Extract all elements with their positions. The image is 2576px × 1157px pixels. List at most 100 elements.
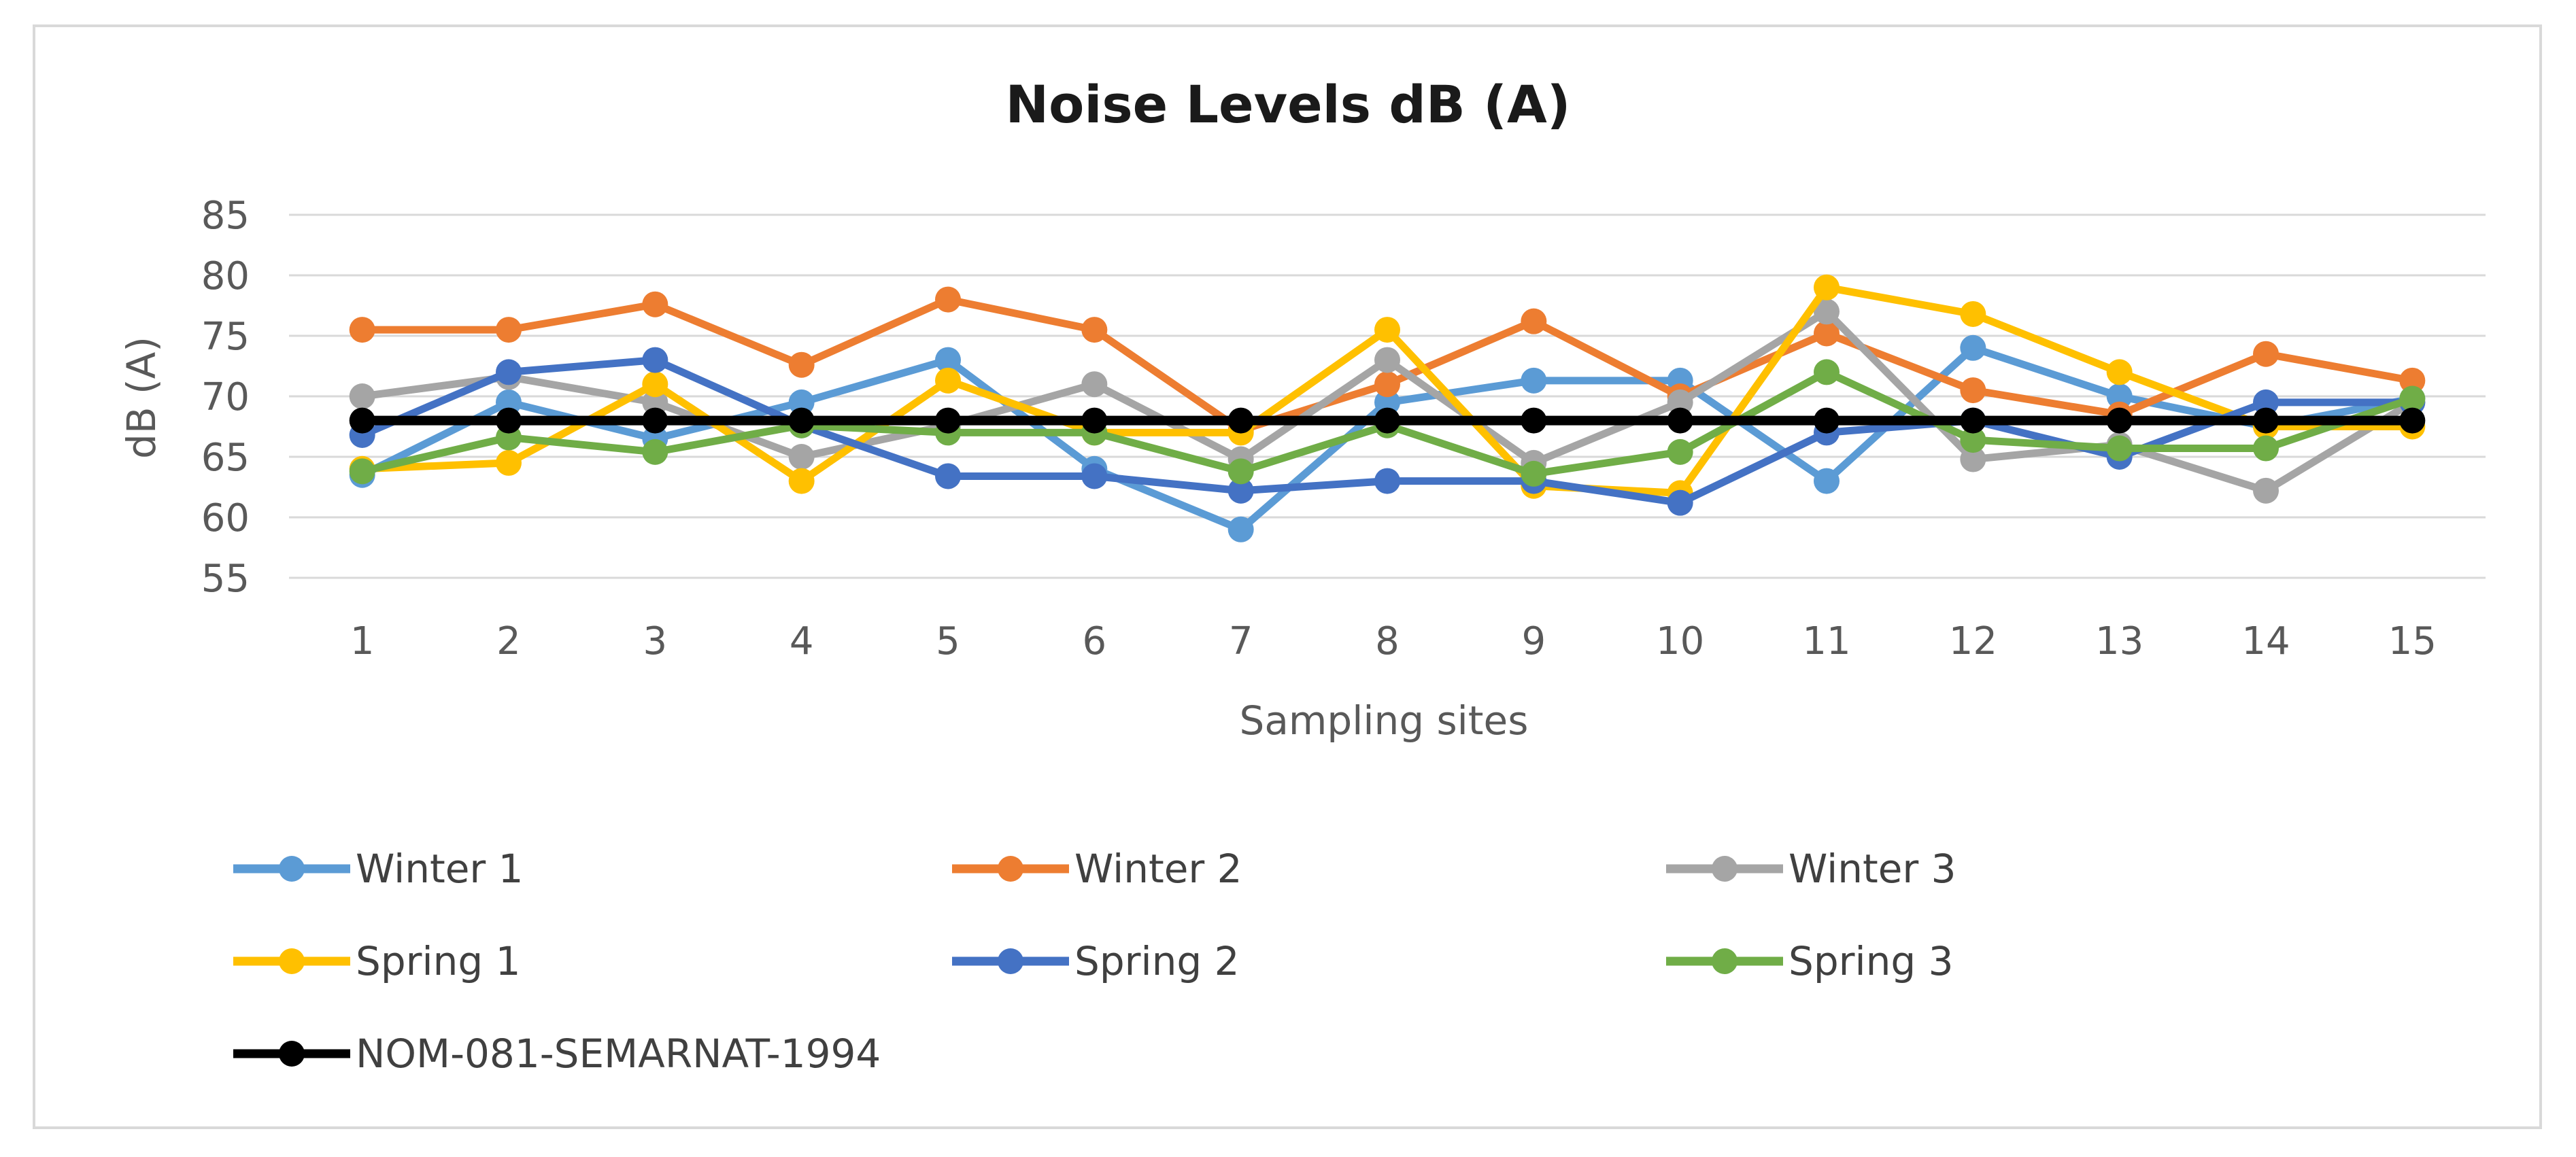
data-point (2253, 389, 2279, 415)
data-point (642, 291, 668, 317)
data-point (935, 407, 961, 434)
data-point (2106, 383, 2133, 409)
data-point (1521, 407, 1547, 434)
x-tick-label: 8 (1375, 619, 1400, 663)
data-point (1081, 463, 1108, 489)
data-point (642, 389, 668, 415)
x-tick-label: 9 (1522, 619, 1546, 663)
legend-marker (279, 856, 305, 882)
x-tick-label: 2 (496, 619, 521, 663)
legend-marker (998, 948, 1023, 974)
data-point (2253, 407, 2279, 434)
legend-label: Spring 1 (356, 938, 521, 984)
x-tick-label: 6 (1083, 619, 1107, 663)
y-tick-label: 60 (201, 496, 250, 540)
legend: Winter 1 Winter 2 Winter 3 Spring 1 Spring 2… (233, 846, 1956, 1077)
data-point (935, 286, 961, 313)
x-tick-label: 15 (2388, 619, 2437, 663)
data-point (1814, 298, 1840, 325)
legend-marker (1712, 856, 1738, 882)
x-tick-label: 7 (1229, 619, 1253, 663)
data-point (788, 444, 815, 470)
data-point (2106, 359, 2133, 385)
data-point (642, 407, 668, 434)
legend-label: Winter 1 (356, 846, 524, 892)
data-point (1667, 489, 1693, 516)
legend-item: Spring 3 (1666, 938, 1954, 984)
legend-label: Spring 2 (1074, 938, 1240, 984)
x-tick-label: 5 (936, 619, 960, 663)
data-point (349, 383, 375, 409)
data-point (1667, 389, 1693, 415)
legend-marker (998, 856, 1023, 882)
data-point (1374, 317, 1400, 343)
legend-label: Winter 2 (1074, 846, 1242, 892)
data-point (1667, 438, 1693, 465)
y-tick-label: 55 (201, 557, 250, 601)
chart-title: Noise Levels dB (A) (1006, 74, 1571, 135)
y-tick-label: 85 (201, 194, 250, 238)
x-tick-label: 12 (1949, 619, 1997, 663)
y-tick-label: 75 (201, 315, 250, 359)
x-tick-label: 4 (790, 619, 814, 663)
data-point (2399, 385, 2426, 412)
data-point (1374, 468, 1400, 494)
data-point (1814, 274, 1840, 300)
data-point (2253, 435, 2279, 462)
data-point (496, 389, 522, 415)
x-tick-label: 10 (1656, 619, 1704, 663)
data-point (2399, 407, 2426, 434)
y-axis-title: dB (A) (118, 336, 165, 459)
legend-label: Winter 3 (1789, 846, 1956, 892)
data-point (1521, 367, 1547, 394)
data-point (496, 317, 522, 343)
data-point (1081, 371, 1108, 398)
data-point (1960, 446, 1986, 472)
data-point (1814, 359, 1840, 385)
y-tick-label: 70 (201, 375, 250, 419)
legend-item: NOM-081-SEMARNAT-1994 (233, 1031, 881, 1077)
legend-label: Spring 3 (1789, 938, 1954, 984)
data-point (1081, 317, 1108, 343)
data-point (1667, 407, 1693, 434)
data-point (788, 389, 815, 415)
data-point (1374, 371, 1400, 398)
data-point (1374, 389, 1400, 415)
legend-marker (279, 1041, 305, 1067)
data-point (496, 449, 522, 476)
data-point (349, 407, 375, 434)
data-point (1081, 407, 1108, 434)
data-point (642, 347, 668, 373)
data-point (1521, 308, 1547, 334)
x-tick-label: 13 (2095, 619, 2143, 663)
data-point (349, 317, 375, 343)
data-point (935, 367, 961, 394)
data-point (1814, 468, 1840, 494)
data-point (1374, 347, 1400, 373)
x-tick-label: 3 (643, 619, 668, 663)
x-tick-label: 14 (2241, 619, 2290, 663)
data-point (2253, 477, 2279, 504)
x-axis-ticks: 1 2 3 4 5 6 7 8 9 10 11 12 13 14 15 (350, 619, 2437, 663)
data-point (1521, 460, 1547, 487)
data-point (1960, 377, 1986, 404)
legend-label: NOM-081-SEMARNAT-1994 (356, 1031, 881, 1077)
data-point (1227, 458, 1254, 485)
data-point (642, 438, 668, 465)
data-point (2253, 341, 2279, 367)
data-point (935, 463, 961, 489)
legend-item: Winter 1 (233, 846, 524, 892)
data-point (1814, 320, 1840, 347)
data-point (349, 458, 375, 485)
y-axis-ticks: 55 60 65 70 75 80 85 (201, 194, 250, 601)
legend-item: Winter 3 (1666, 846, 1956, 892)
data-point (1374, 407, 1400, 434)
legend-marker (1712, 948, 1738, 974)
data-point (788, 407, 815, 434)
legend-marker (279, 948, 305, 974)
series-lines (349, 274, 2426, 542)
data-point (2106, 407, 2133, 434)
data-point (935, 347, 961, 373)
data-point (1960, 334, 1986, 361)
